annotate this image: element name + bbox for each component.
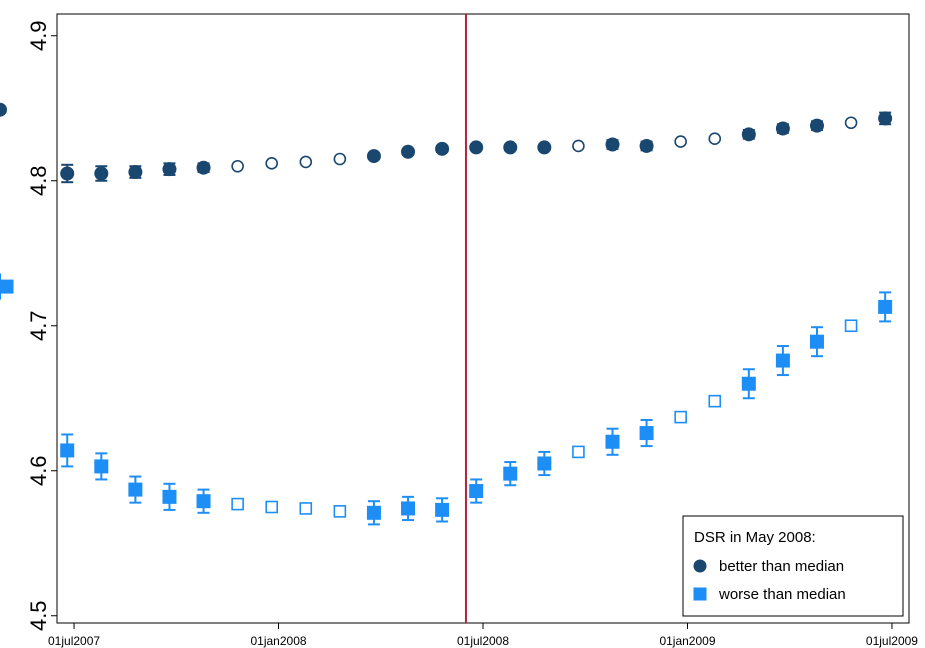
point-worse: [605, 434, 620, 449]
point-worse: [741, 376, 756, 391]
point-better: [401, 144, 416, 159]
legend-label-worse: worse than median: [718, 586, 846, 603]
point-better: [503, 140, 518, 155]
point-worse: [94, 459, 109, 474]
point-worse: [162, 489, 177, 504]
point-better: [775, 121, 790, 136]
point-better: [605, 137, 620, 152]
point-worse: [333, 505, 347, 518]
point-better: [537, 140, 552, 155]
y-tick-label: 4.9: [26, 20, 51, 51]
point-worse: [128, 482, 143, 497]
point-better: [128, 165, 143, 180]
point-better: [60, 166, 75, 181]
legend-title: DSR in May 2008:: [694, 529, 816, 546]
point-worse: [572, 445, 585, 459]
point-better: [741, 127, 756, 142]
point-better: [196, 160, 211, 175]
point-better: [231, 159, 244, 173]
point-worse: [231, 497, 244, 511]
x-tick-label: 01jul2009: [866, 634, 918, 648]
x-tick-label: 01jul2008: [457, 634, 509, 648]
point-worse: [708, 394, 722, 408]
point-better: [162, 162, 177, 177]
legend-box: [682, 515, 904, 617]
point-worse: [469, 484, 484, 499]
point-better: [639, 138, 654, 153]
point-better: [333, 152, 347, 166]
point-better: [878, 111, 893, 126]
data-marks: [0, 102, 893, 526]
point-worse: [878, 299, 893, 314]
point-better: [809, 118, 824, 133]
point-better: [0, 102, 7, 117]
y-axis: 4.5 4.6 4.7 4.8 4.9: [26, 20, 57, 631]
legend: DSR in May 2008: better than median wors…: [682, 515, 904, 617]
y-tick-label: 4.8: [26, 165, 51, 196]
point-worse: [60, 443, 75, 458]
y-tick-label: 4.6: [26, 455, 51, 486]
legend-marker-worse: [693, 587, 707, 601]
point-better: [708, 132, 722, 145]
point-better: [299, 155, 313, 169]
x-tick-label: 01jan2008: [250, 634, 306, 648]
point-worse: [299, 502, 313, 515]
legend-marker-better: [693, 559, 707, 573]
point-worse: [537, 456, 552, 471]
x-tick-label: 01jan2009: [659, 634, 715, 648]
y-tick-label: 4.7: [26, 310, 51, 341]
legend-label-better: better than median: [719, 558, 844, 575]
point-worse: [844, 319, 858, 333]
point-better: [674, 135, 687, 148]
point-worse: [265, 500, 279, 514]
point-worse: [366, 505, 381, 520]
point-better: [844, 116, 858, 130]
point-better: [572, 139, 585, 153]
point-worse: [503, 466, 518, 481]
point-better: [469, 140, 484, 155]
y-tick-label: 4.5: [26, 600, 51, 631]
point-worse: [809, 334, 824, 349]
point-worse: [435, 502, 450, 517]
point-worse: [775, 353, 790, 368]
point-worse: [401, 501, 416, 516]
point-better: [94, 166, 109, 181]
point-worse: [0, 279, 14, 294]
point-worse: [674, 410, 687, 424]
point-better: [435, 141, 450, 156]
x-axis: 01jul2007 01jan2008 01jul2008 01jan2009 01ju…: [48, 623, 918, 648]
point-better: [366, 149, 381, 164]
point-better: [265, 157, 279, 170]
point-worse: [639, 426, 654, 441]
point-worse: [196, 494, 211, 509]
x-tick-label: 01jul2007: [48, 634, 100, 648]
